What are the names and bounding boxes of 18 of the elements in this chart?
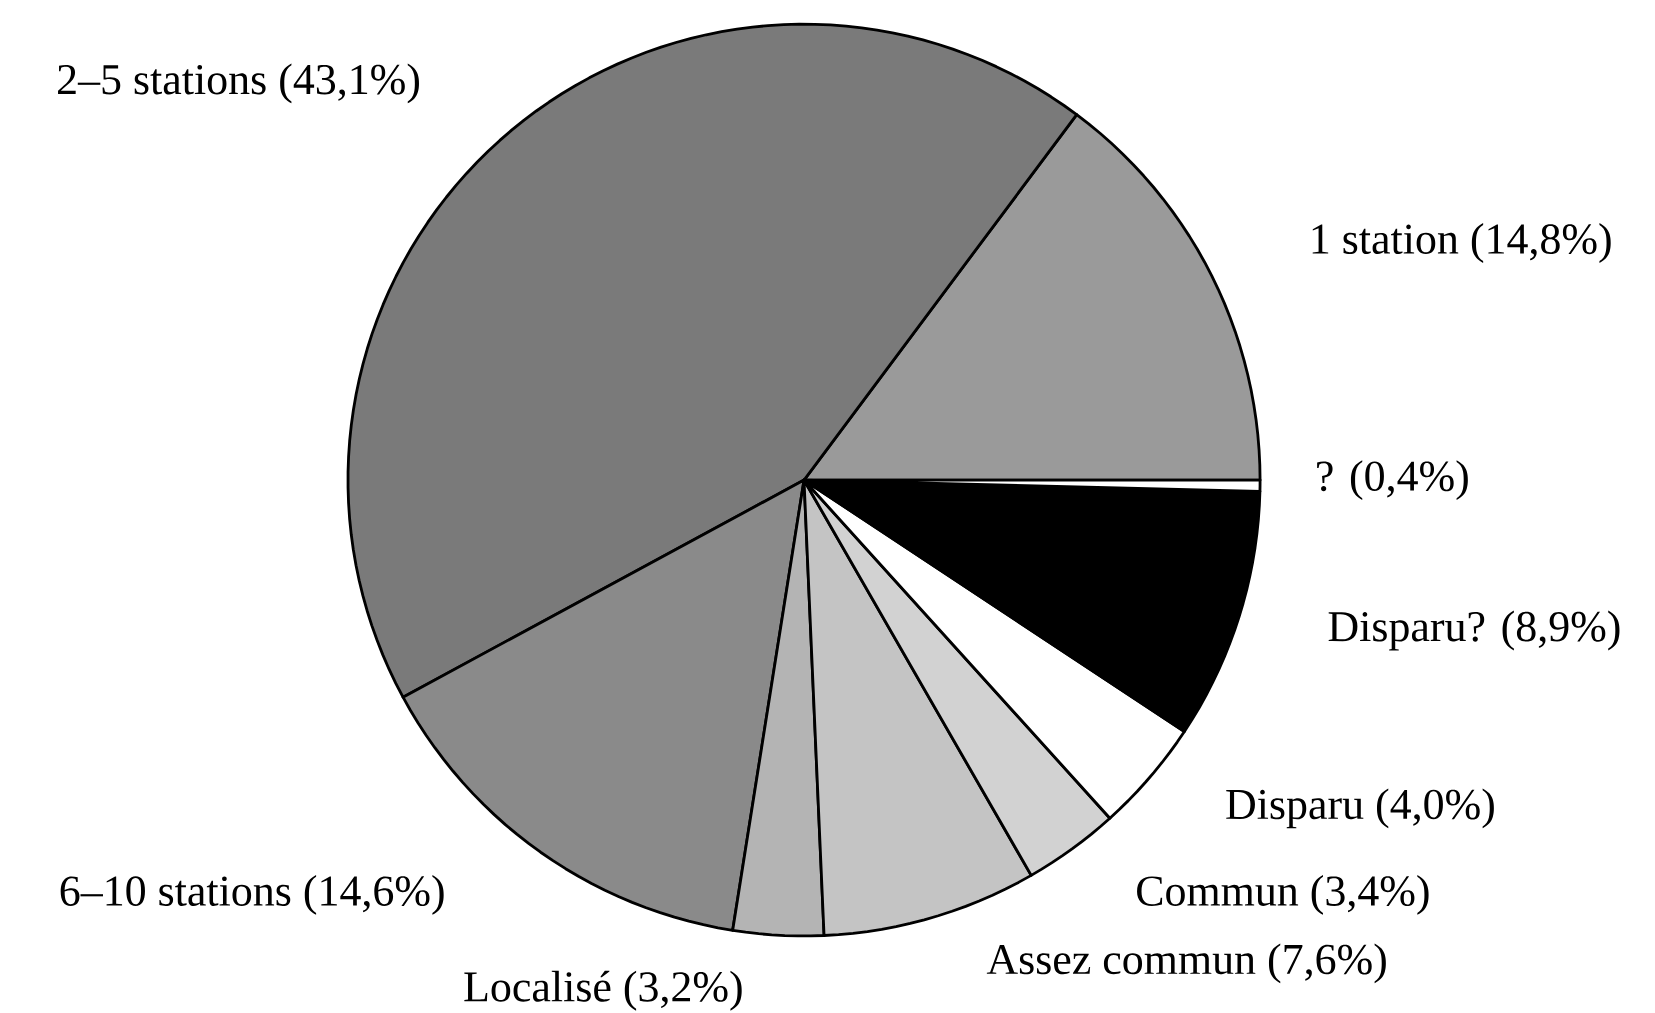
slice-label: Localisé [464, 970, 611, 1002]
slice-label: 2–5 stations [58, 64, 266, 95]
data-label: (4,0%) [1376, 788, 1494, 829]
data-label: (7,6%) [1268, 943, 1386, 984]
slice-label: Commun [1137, 876, 1299, 906]
slice-label: Assez commun [986, 944, 1256, 975]
data-label: (8,9%) [1502, 610, 1620, 651]
data-label: (43,1%) [280, 63, 419, 104]
slice-label: 1 station [1312, 224, 1459, 254]
data-label: (0,4%) [1350, 460, 1468, 500]
slice-label: 6–10 stations [60, 876, 291, 906]
data-label: (14,6%) [304, 875, 444, 915]
slice-label: Disparu [1226, 789, 1364, 829]
slice-label: Disparu? [1328, 611, 1485, 651]
data-label: (3,4%) [1311, 875, 1429, 915]
slice-label: ? [1317, 461, 1333, 492]
data-label: (3,2%) [624, 970, 742, 1011]
data-label: (14,8%) [1471, 223, 1611, 263]
